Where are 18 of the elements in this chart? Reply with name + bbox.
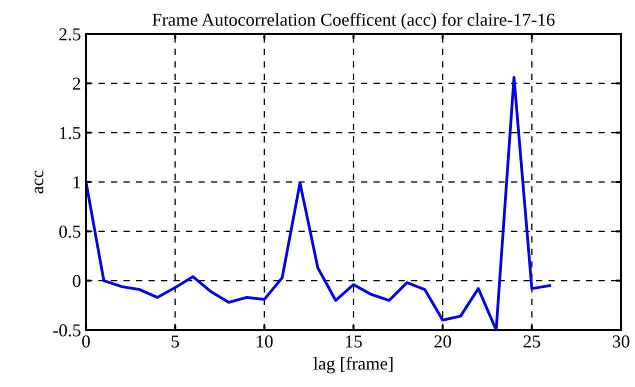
y-axis-title: acc xyxy=(34,170,44,194)
x-tick-label: 25 xyxy=(524,335,540,348)
x-tick-label: 0 xyxy=(82,335,90,348)
y-tick-label: 0 xyxy=(72,274,80,288)
x-tick-label: 20 xyxy=(434,335,452,348)
y-tick-label: 1.5 xyxy=(60,127,80,140)
y-tick-label: 1 xyxy=(74,176,80,188)
y-tick-label: 2 xyxy=(72,78,80,90)
x-tick-label: 30 xyxy=(612,335,630,348)
x-axis-title: lag [frame] xyxy=(314,356,393,374)
y-tick-label: -0.5 xyxy=(53,324,80,337)
chart-title: Frame Autocorrelation Coefficent (acc) for claire-17-16 xyxy=(152,12,555,30)
y-tick-label: 2.5 xyxy=(59,28,80,41)
x-tick-label: 15 xyxy=(346,335,362,348)
x-tick-label: 5 xyxy=(172,336,179,348)
y-tick-label: 0.5 xyxy=(59,226,80,238)
x-tick-label: 10 xyxy=(256,335,273,348)
line-series xyxy=(86,76,552,330)
